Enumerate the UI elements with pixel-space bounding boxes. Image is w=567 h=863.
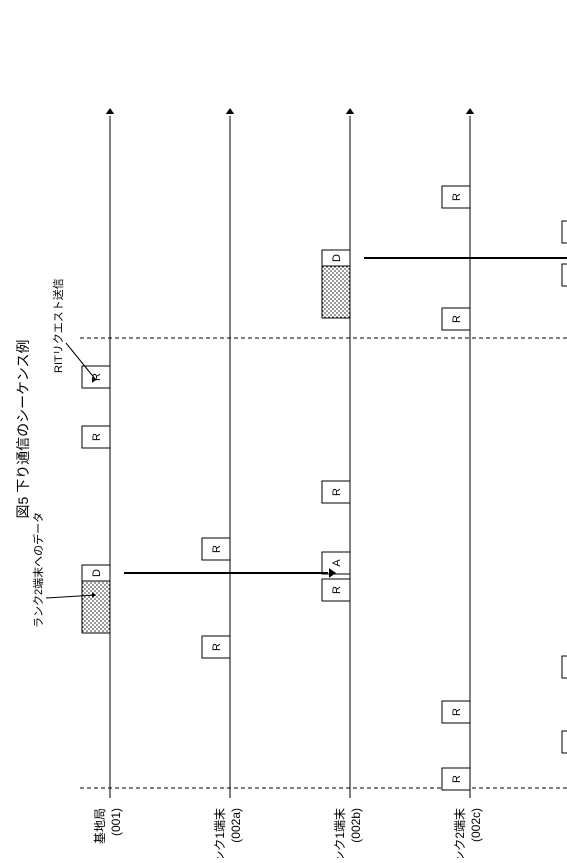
figure-title: 図5 下り通信のシーケンス例 <box>15 340 31 519</box>
event-label: R <box>451 708 463 716</box>
event-label: R <box>451 315 463 323</box>
annotation-text: ランク2端末へのデータ <box>31 512 45 628</box>
event-label: R <box>451 775 463 783</box>
event-label: R <box>331 586 343 594</box>
event-label: D <box>331 254 343 262</box>
event-label: A <box>331 559 343 567</box>
event-box <box>562 656 567 678</box>
event-label: D <box>91 569 103 577</box>
event-label: R <box>211 643 223 651</box>
event-box <box>562 264 567 286</box>
event-label: R <box>91 433 103 441</box>
event-box <box>82 581 110 633</box>
lane-label: ランク1端末 <box>333 808 347 858</box>
annotation-text: RITリクエスト送信 <box>51 278 65 373</box>
event-label: R <box>331 488 343 496</box>
lane-sublabel: (002a) <box>229 808 243 843</box>
event-label: R <box>211 545 223 553</box>
event-box <box>562 221 567 243</box>
lane-sublabel: (002c) <box>469 808 483 842</box>
lane-sublabel: (002b) <box>349 808 363 843</box>
event-box <box>562 731 567 753</box>
lane-sublabel: (001) <box>109 808 123 836</box>
event-box <box>322 266 350 318</box>
lane-label: ランク2端末 <box>453 808 467 858</box>
lane-label: 基地局 <box>93 808 107 844</box>
lane-label: ランク1端末 <box>213 808 227 858</box>
event-label: R <box>451 193 463 201</box>
